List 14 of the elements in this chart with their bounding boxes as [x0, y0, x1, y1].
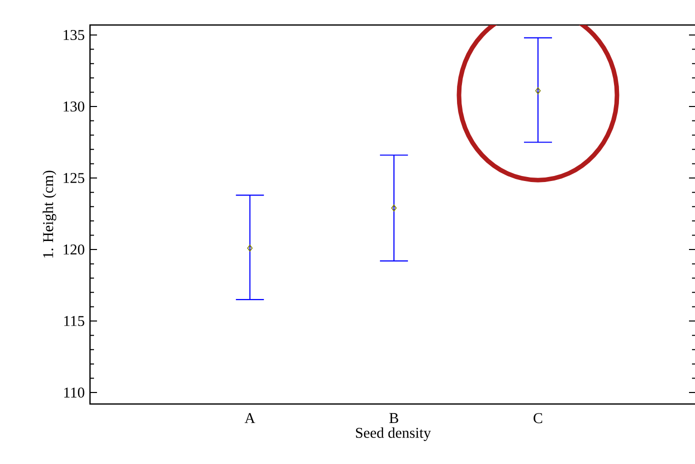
y-tick-label: 130: [64, 101, 84, 112]
x-axis-title: Seed density: [356, 427, 431, 441]
point: [247, 244, 253, 252]
x-tick-label: A: [244, 413, 256, 424]
y-tick-label: 110: [64, 388, 84, 398]
y-tick-label: 115: [64, 316, 84, 326]
x-tick-label: B: [389, 413, 398, 423]
y-tick-label: 120: [64, 244, 84, 255]
point: [391, 204, 397, 212]
point: [535, 87, 541, 94]
y-axis-title: 1. Height (cm): [42, 170, 56, 258]
y-tick-label: 125: [64, 173, 84, 184]
y-tick-label: 135: [64, 30, 84, 40]
x-tick-label: C: [534, 413, 542, 424]
